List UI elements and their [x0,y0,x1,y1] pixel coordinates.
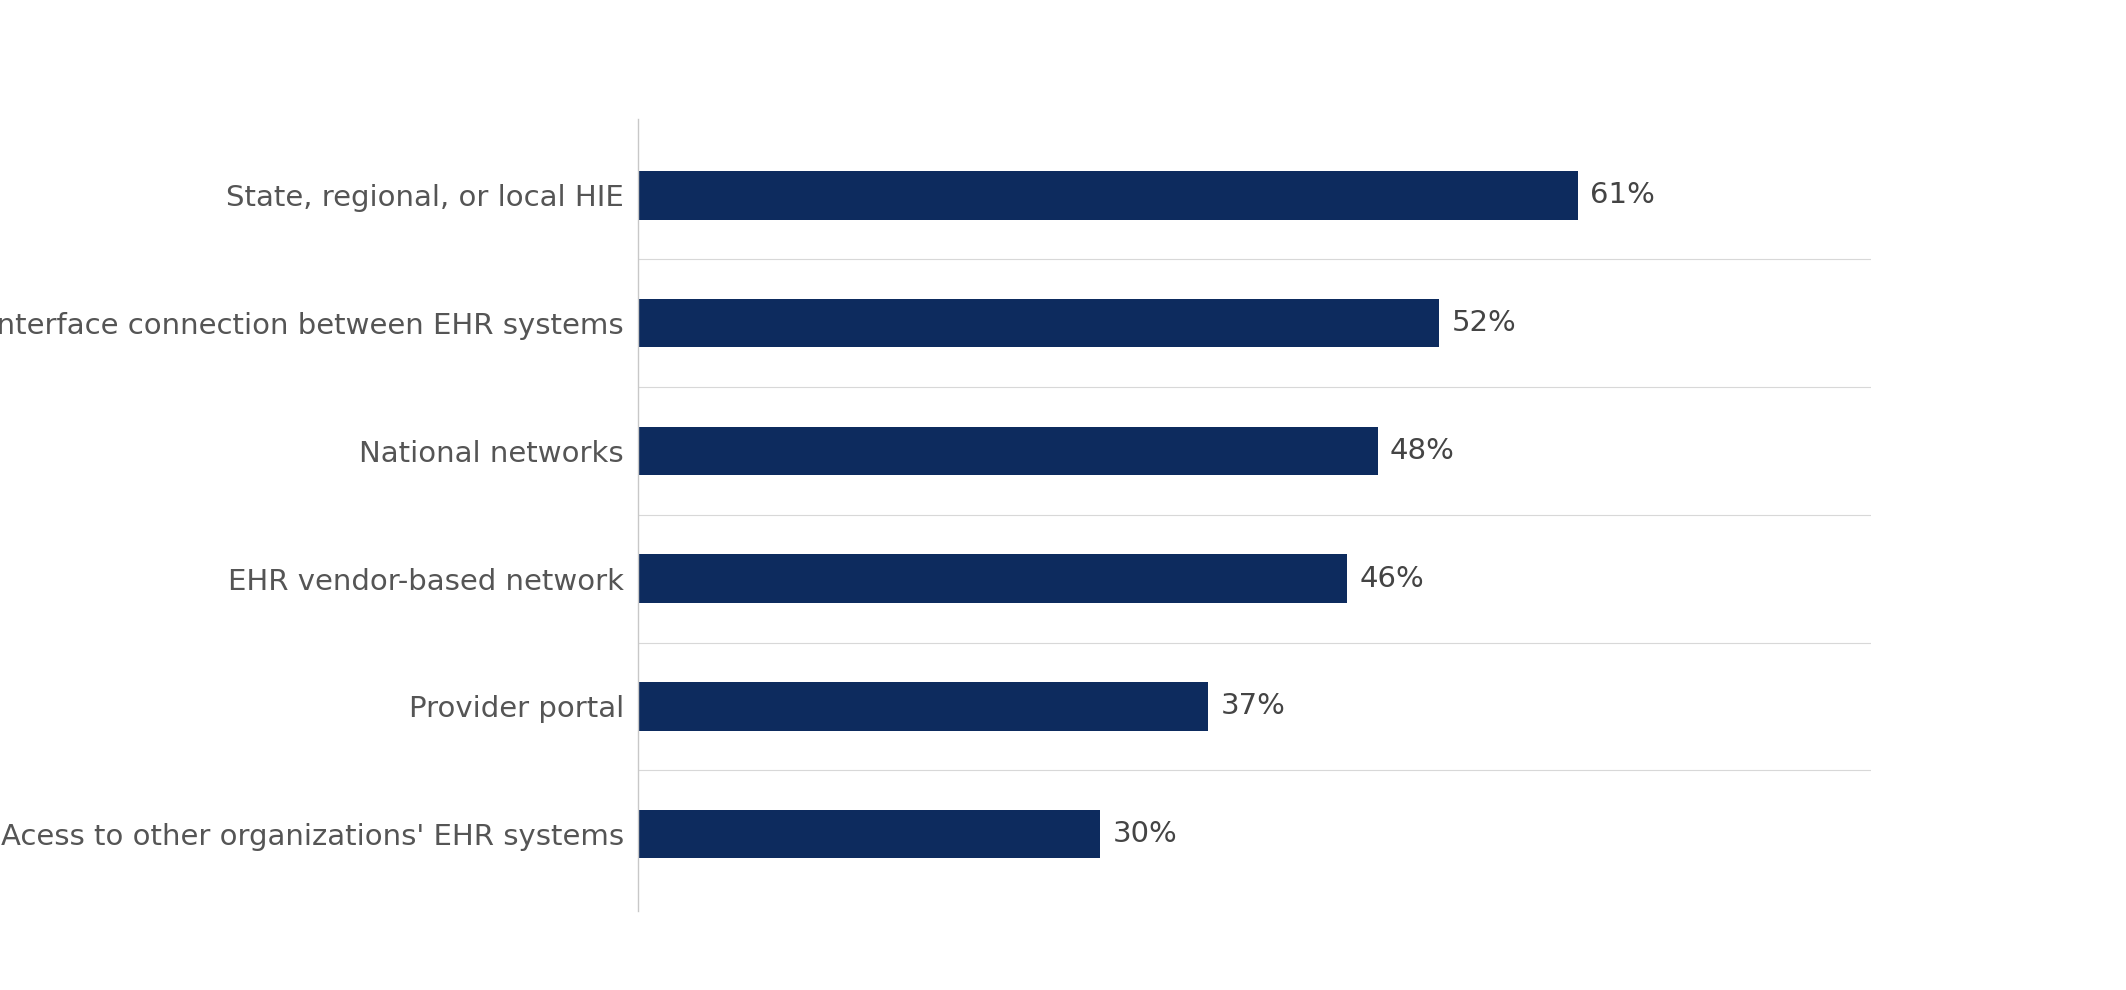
Bar [638,427,1378,475]
Text: 37%: 37% [1220,692,1286,721]
Text: 48%: 48% [1390,437,1454,465]
Bar [638,299,1439,347]
Text: 30%: 30% [1112,820,1178,848]
Bar [638,171,1577,220]
Text: 52%: 52% [1452,309,1516,338]
Text: 46%: 46% [1359,564,1424,593]
Bar [638,682,1208,731]
Bar [638,554,1348,603]
Bar [638,810,1101,858]
Text: 61%: 61% [1590,181,1656,210]
